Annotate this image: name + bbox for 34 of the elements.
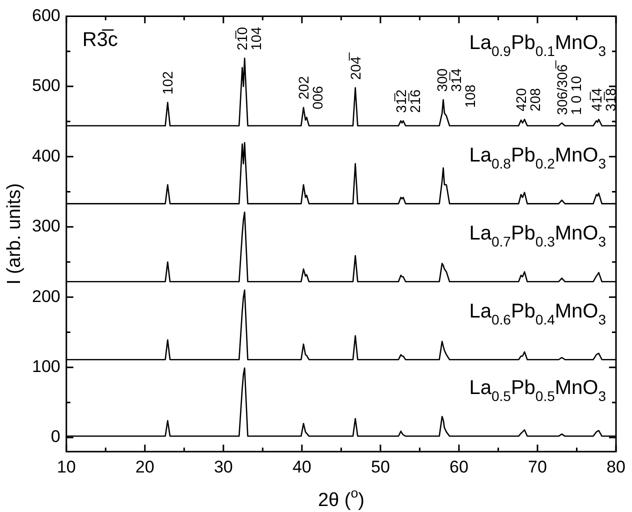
annotation: 208 <box>526 88 543 112</box>
annotation: R3̅c <box>82 29 118 52</box>
x-tick-label: 40 <box>292 457 312 476</box>
annotation: 31̅4 <box>448 68 464 92</box>
annotation: 102 <box>160 71 176 95</box>
annotation: 420 <box>512 88 529 112</box>
annotation: 006 <box>309 86 326 110</box>
y-tick-label: 500 <box>32 76 60 96</box>
annotation: 21̅0 <box>234 26 250 50</box>
annotation: 21̅6 <box>406 89 423 113</box>
y-tick-label: 0 <box>50 427 60 446</box>
y-tick-label: 200 <box>32 286 60 306</box>
annotation: 202 <box>295 76 312 100</box>
x-tick-label: 70 <box>528 457 547 476</box>
x-tick-label: 10 <box>56 457 76 476</box>
y-tick-label: 100 <box>32 357 60 376</box>
annotation: 108 <box>462 84 478 108</box>
annotation: 41̅4 <box>588 88 604 112</box>
x-tick-label: 30 <box>214 457 233 476</box>
x-tick-label: 60 <box>450 457 468 476</box>
x-tick-label: 50 <box>370 457 390 476</box>
y-axis-title: I (arb. units) <box>4 183 25 285</box>
annotation: 31̅8 <box>602 88 618 112</box>
annotation: 31̅2 <box>392 89 409 113</box>
annotation: 204̅ <box>347 51 364 80</box>
y-tick-label: 400 <box>32 146 60 166</box>
y-tick-label: 600 <box>32 6 60 25</box>
annotation: 104 <box>248 26 264 50</box>
x-tick-label: 20 <box>135 457 154 476</box>
x-tick-label: 80 <box>606 457 626 476</box>
annotation: 1 0 10 <box>568 76 584 115</box>
y-tick-label: 300 <box>32 216 60 236</box>
annotation: 300 <box>434 68 450 92</box>
annotation: 306/306̅ <box>554 59 570 115</box>
